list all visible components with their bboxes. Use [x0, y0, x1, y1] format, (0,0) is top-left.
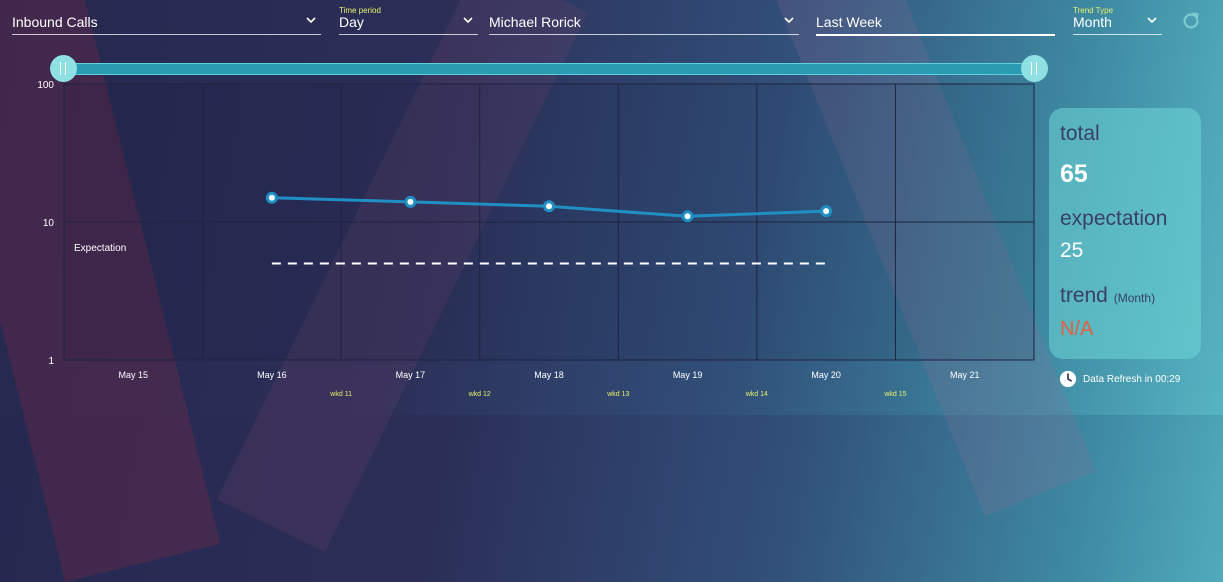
data-refresh-text: Data Refresh in 00:29 — [1083, 373, 1181, 385]
metric-select[interactable]: Inbound Calls — [12, 0, 321, 35]
refresh-icon[interactable] — [1180, 10, 1202, 32]
x-tick-label: May 16 — [257, 370, 287, 380]
data-point — [543, 200, 555, 213]
y-tick-label: 100 — [37, 80, 54, 91]
trend-label-text: trend — [1060, 284, 1108, 307]
time-period-value: Day — [339, 14, 364, 30]
trend-type-select[interactable]: Trend Type Month — [1073, 0, 1162, 35]
agent-select-value: Michael Rorick — [489, 14, 581, 30]
data-refresh-info: Data Refresh in 00:29 — [1059, 369, 1180, 389]
agent-select[interactable]: Michael Rorick — [489, 0, 799, 35]
week-label: wkd 11 — [329, 391, 352, 398]
range-slider-end-handle[interactable] — [1021, 55, 1048, 82]
expectation-label: Expectation — [74, 243, 126, 254]
y-tick-label: 1 — [48, 356, 54, 367]
expectation-label: expectation — [1060, 207, 1168, 230]
trend-chart: 1 10 100 May 15 May 16 May 17 May 18 May 19 May … — [37, 80, 1035, 398]
week-label: wkd 15 — [883, 391, 906, 398]
x-tick-label: May 18 — [534, 370, 564, 380]
x-tick-label: May 15 — [119, 370, 149, 380]
x-tick-label: May 21 — [950, 370, 980, 380]
expectation-value: 25 — [1060, 239, 1084, 262]
x-tick-label: May 17 — [396, 370, 426, 380]
y-tick-label: 10 — [43, 218, 55, 229]
x-tick-label: May 20 — [811, 370, 841, 380]
week-label: wkd 14 — [745, 391, 768, 398]
total-value: 65 — [1060, 160, 1088, 188]
data-point — [265, 191, 278, 204]
stats-card: total 65 expectation 25 trend (Month) N/… — [1049, 108, 1201, 359]
trend-type-value: Month — [1073, 14, 1112, 30]
chevron-down-icon — [306, 17, 316, 24]
trend-value: N/A — [1060, 318, 1094, 340]
range-slider-track[interactable] — [62, 63, 1038, 75]
x-tick-label: May 19 — [673, 370, 703, 380]
data-point — [820, 205, 833, 218]
chevron-down-icon — [1147, 17, 1157, 24]
range-slider-start-handle[interactable] — [50, 55, 77, 82]
week-label: wkd 12 — [468, 391, 491, 398]
data-point — [681, 210, 694, 223]
chevron-down-icon — [463, 17, 473, 24]
clock-icon — [1059, 370, 1077, 388]
data-point — [404, 195, 417, 208]
trend-label: trend (Month) — [1060, 284, 1155, 308]
total-label: total — [1060, 122, 1100, 145]
trend-type-caption: Trend Type — [1073, 6, 1114, 15]
metric-select-value: Inbound Calls — [12, 14, 98, 30]
range-select-value: Last Week — [816, 14, 882, 30]
time-period-select[interactable]: Time period Day — [339, 0, 478, 35]
trend-period-note: (Month) — [1113, 291, 1156, 305]
range-select[interactable]: Last Week — [816, 0, 1055, 36]
chevron-down-icon — [784, 17, 794, 24]
week-label: wkd 13 — [606, 391, 629, 398]
time-period-caption: Time period — [339, 6, 381, 15]
